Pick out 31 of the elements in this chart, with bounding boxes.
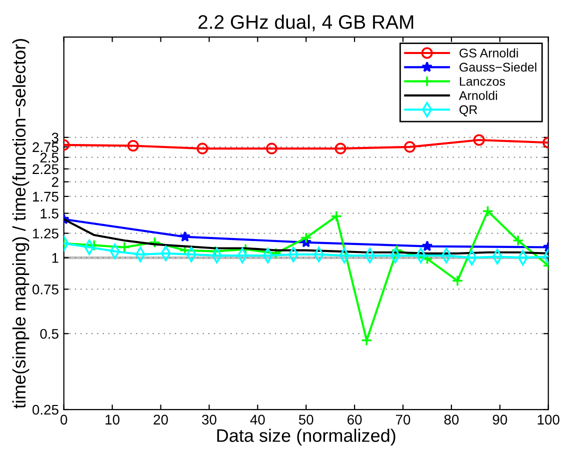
y-tick-label: 3 [52,132,58,143]
x-tick-label: 60 [348,414,362,425]
x-tick-label: 70 [396,414,410,425]
legend-label: Arnoldi [458,90,497,100]
y-tick-label: 2.5 [40,152,58,163]
x-axis-title: Data size (normalized) [217,428,396,446]
x-tick-label: 30 [202,414,216,425]
x-tick-label: 10 [106,414,120,425]
y-axis-title: time(simple mapping) / time(function−selector) [12,39,30,408]
y-tick-label: 2 [52,177,58,187]
y-tick-label: 2.25 [32,164,58,174]
y-tick-label: 1 [52,253,58,263]
x-tick-label: 0 [60,414,68,425]
legend-label: GS Arnoldi [460,48,518,58]
legend-label: Lanczos [460,77,506,86]
legend-label: Gauss−Siedel [460,62,536,72]
x-tick-label: 20 [154,414,168,425]
y-tick-label: 0.25 [32,404,58,415]
y-tick-label: 0.5 [40,328,58,339]
x-tick-label: 100 [538,414,560,425]
y-tick-label: 1.25 [33,228,58,238]
y-tick-label: 2.75 [32,142,58,152]
y-tick-label: 0.75 [32,284,58,294]
x-tick-label: 80 [444,414,459,425]
x-tick-label: 50 [298,414,314,425]
x-tick-label: 90 [492,414,508,425]
legend-label: QR [460,105,478,116]
x-tick-label: 40 [250,414,265,425]
y-tick-label: 1.5 [40,208,58,218]
y-tick-label: 1.75 [33,192,58,202]
chart-title: 2.2 GHz dual, 4 GB RAM [198,14,414,32]
